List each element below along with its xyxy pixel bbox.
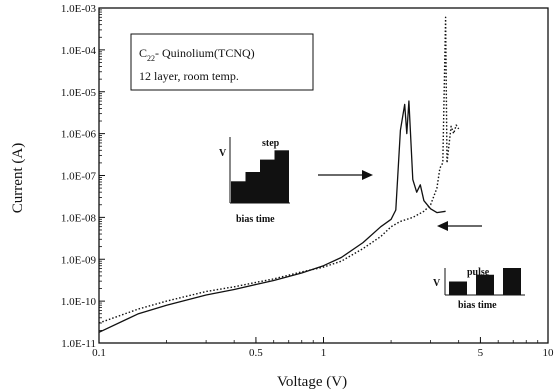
- y-tick-label: 1.0E-06: [61, 129, 97, 141]
- y-tick-label: 1.0E-05: [61, 87, 97, 99]
- legend-box: C22- Quinolium(TCNQ) 12 layer, room temp…: [130, 33, 314, 91]
- legend-box-frame: [130, 33, 314, 91]
- series-layer: [98, 16, 460, 333]
- y-tick-label: 1.0E-04: [61, 45, 97, 57]
- inset-step-y-label: V: [219, 148, 227, 159]
- inset-step: step V bias time: [219, 137, 290, 225]
- x-tick-label: 10: [543, 347, 555, 359]
- inset-step-bar: [231, 181, 246, 203]
- x-axis-title: Voltage (V): [277, 374, 347, 390]
- arrow-pulse: [437, 221, 482, 231]
- arrow-step: [318, 170, 373, 180]
- inset-step-x-label: bias time: [236, 214, 275, 225]
- x-tick-label: 0.1: [92, 347, 106, 359]
- tick-labels: 1.0E-11 1.0E-10 1.0E-09 1.0E-08 1.0E-07 1.0E-…: [61, 3, 554, 359]
- x-tick-label: 0.5: [249, 347, 263, 359]
- y-tick-label: 1.0E-11: [61, 338, 96, 350]
- inset-step-bar: [245, 172, 260, 203]
- inset-pulse: pulse V bias time: [433, 267, 525, 311]
- legend-compound: C22- Quinolium(TCNQ): [139, 46, 255, 63]
- y-axis-title: Current (A): [10, 143, 26, 213]
- arrow-step-head: [362, 170, 373, 180]
- axis-ticks: [98, 7, 549, 344]
- series-solid: [98, 100, 446, 333]
- y-tick-label: 1.0E-03: [61, 3, 97, 15]
- y-tick-label: 1.0E-08: [61, 212, 97, 224]
- legend-conditions: 12 layer, room temp.: [139, 69, 239, 83]
- arrow-pulse-head: [437, 221, 448, 231]
- inset-step-bar: [274, 150, 289, 203]
- y-tick-label: 1.0E-10: [61, 296, 97, 308]
- inset-pulse-bar: [476, 274, 494, 295]
- inset-pulse-bars: [449, 268, 521, 295]
- inset-pulse-title: pulse: [467, 267, 490, 278]
- y-tick-label: 1.0E-07: [61, 171, 97, 183]
- inset-pulse-bar: [503, 268, 521, 295]
- x-tick-label: 1: [321, 347, 327, 359]
- inset-pulse-y-label: V: [433, 278, 441, 289]
- series-dotted: [98, 16, 460, 324]
- x-tick-label: 5: [478, 347, 484, 359]
- inset-pulse-x-label: bias time: [458, 300, 497, 311]
- inset-step-title: step: [262, 138, 280, 149]
- y-tick-label: 1.0E-09: [61, 254, 97, 266]
- inset-pulse-bar: [449, 281, 467, 295]
- inset-step-bar: [260, 159, 275, 203]
- inset-step-bars: [231, 150, 289, 203]
